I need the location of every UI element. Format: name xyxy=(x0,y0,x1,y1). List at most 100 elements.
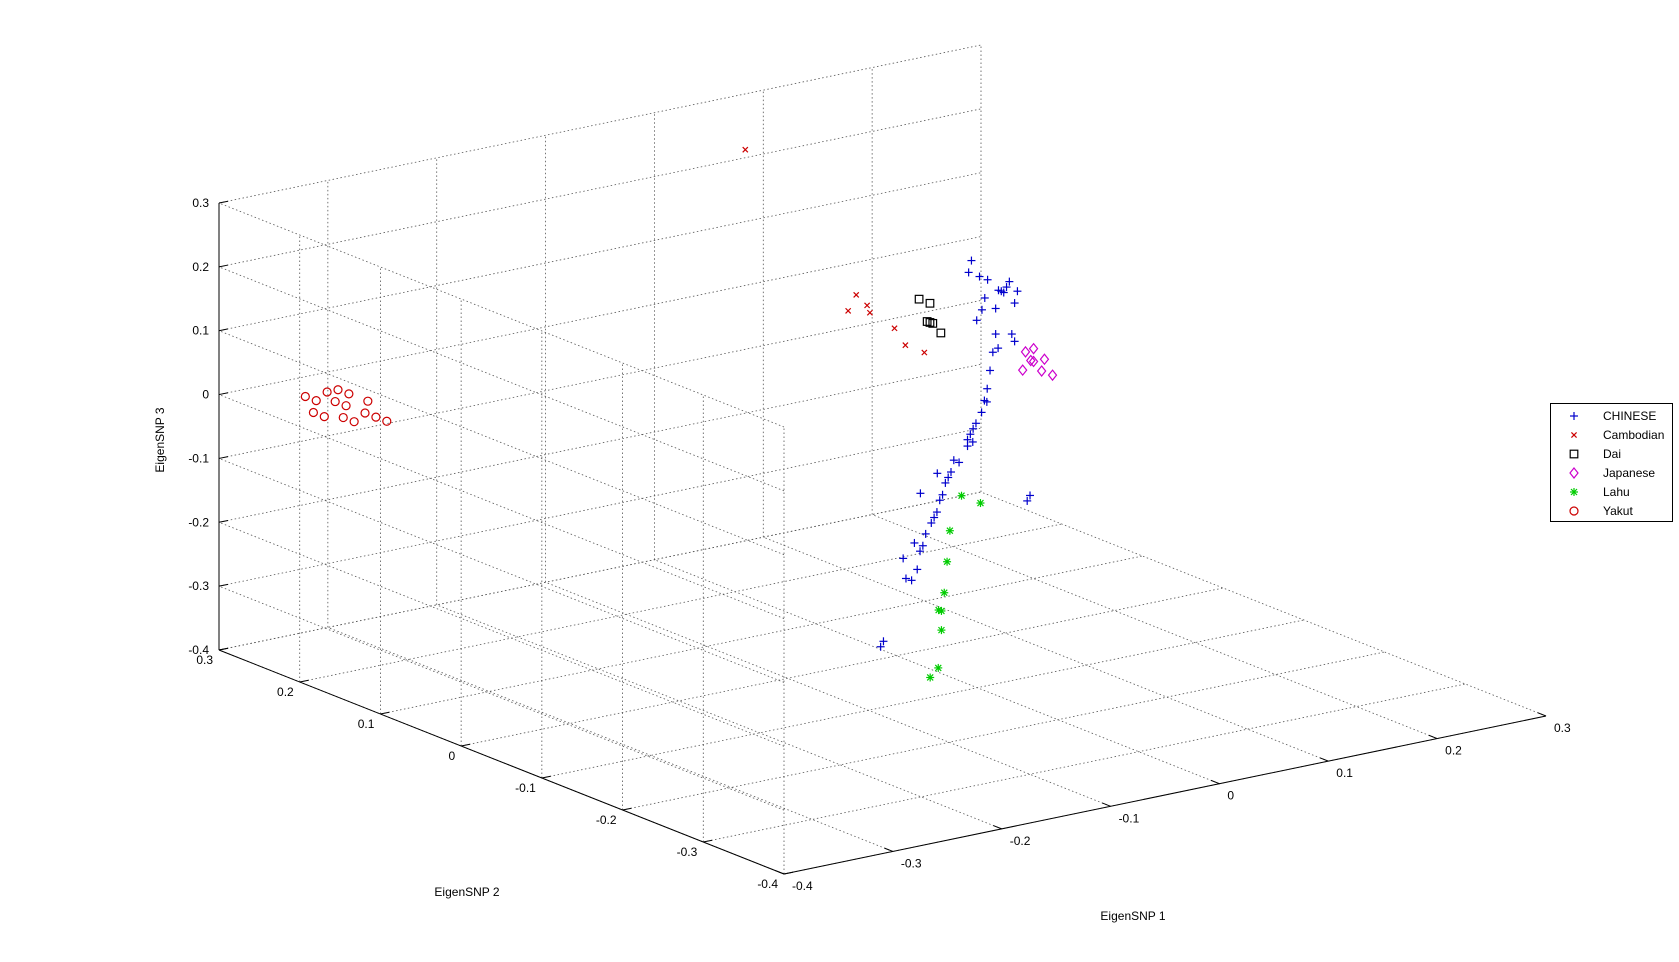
data-point xyxy=(349,417,359,427)
data-point xyxy=(866,309,873,316)
data-point xyxy=(918,541,927,550)
z-tick-label: 0 xyxy=(202,388,209,402)
data-point xyxy=(914,294,924,304)
legend-label: Lahu xyxy=(1603,485,1630,499)
data-point xyxy=(936,328,946,338)
side-wall-grid-line xyxy=(218,202,785,428)
x-tick-mark xyxy=(1102,802,1111,807)
legend-label: Cambodian xyxy=(1603,428,1665,442)
data-point xyxy=(975,272,984,281)
x-tick-mark xyxy=(775,870,785,875)
floor-grid-line xyxy=(436,604,1002,830)
z-tick-label: -0.1 xyxy=(188,451,209,465)
z-tick-mark xyxy=(218,392,229,396)
data-point xyxy=(311,396,321,406)
data-point xyxy=(322,387,332,397)
data-point xyxy=(945,526,954,535)
data-point xyxy=(1010,299,1019,308)
y-tick-label: 0.2 xyxy=(277,685,294,699)
data-point xyxy=(925,298,935,308)
data-point xyxy=(876,642,885,651)
data-point xyxy=(902,342,909,349)
data-point xyxy=(940,588,949,597)
floor-grid-line xyxy=(622,651,1385,811)
legend-label: Dai xyxy=(1603,447,1622,461)
y-tick-mark xyxy=(461,743,471,747)
asterisk-marker-icon xyxy=(1570,488,1578,496)
z-tick-label: -0.3 xyxy=(188,579,209,593)
x-tick-label: -0.2 xyxy=(1010,834,1031,848)
side-wall-grid-line xyxy=(218,266,785,492)
data-point xyxy=(928,318,938,328)
floor-grid-line xyxy=(545,581,1111,807)
y-tick-mark xyxy=(299,679,309,683)
z-tick-label: -0.4 xyxy=(188,643,209,657)
x-tick-mark xyxy=(1319,757,1329,762)
data-point xyxy=(966,430,975,439)
floor-grid-line xyxy=(871,514,1438,739)
z-axis-label: EigenSNP 3 xyxy=(153,407,167,472)
legend-label: Japanese xyxy=(1603,466,1656,480)
back-wall-grid-line xyxy=(218,44,982,204)
x-tick-mark xyxy=(1428,734,1438,740)
legend-marker xyxy=(1570,488,1578,496)
diamond-marker-icon xyxy=(1569,467,1579,479)
data-point xyxy=(308,407,319,418)
data-point xyxy=(991,330,1000,339)
legend-entry: Dai xyxy=(1551,445,1672,463)
z-tick-label: 0.1 xyxy=(192,324,209,338)
side-wall-grid-line xyxy=(218,394,785,619)
legend-marker xyxy=(1570,431,1578,439)
z-tick-mark xyxy=(218,583,229,587)
data-point xyxy=(964,268,973,277)
data-point xyxy=(922,317,932,326)
legend: CHINESE Cambodian Dai Japanese Lahu Yaku… xyxy=(1550,403,1673,522)
axis-layer xyxy=(218,203,1547,875)
data-point xyxy=(916,547,925,556)
data-point xyxy=(921,529,930,538)
legend-marker xyxy=(1569,506,1579,516)
z-tick-mark xyxy=(218,200,229,204)
z-tick-label: -0.2 xyxy=(188,515,209,529)
series-yakut xyxy=(300,385,392,427)
x-tick-label: 0.3 xyxy=(1554,721,1571,735)
floor-grid-line xyxy=(218,491,982,651)
data-point xyxy=(1028,355,1039,368)
series-dai xyxy=(914,294,946,338)
y-tick-mark xyxy=(380,711,390,715)
series-lahu xyxy=(926,491,985,682)
z-tick-label: 0.3 xyxy=(192,196,209,210)
data-point xyxy=(934,606,943,615)
data-point xyxy=(360,408,370,418)
data-point xyxy=(932,508,941,517)
floor-grid-line xyxy=(380,555,1143,715)
data-point xyxy=(933,469,942,478)
data-point xyxy=(907,576,916,585)
point-layer xyxy=(300,146,1058,682)
data-point xyxy=(913,565,922,574)
x-tick-label: 0.1 xyxy=(1336,766,1353,780)
y-tick-mark xyxy=(622,807,632,811)
data-point xyxy=(916,489,925,498)
side-wall-grid-line xyxy=(218,330,785,556)
data-point xyxy=(330,396,340,407)
y-tick-label: -0.4 xyxy=(757,877,778,891)
x-tick-mark xyxy=(1210,779,1220,785)
data-point xyxy=(988,348,997,357)
legend-marker xyxy=(1569,467,1579,479)
side-wall-grid-line xyxy=(218,585,785,811)
data-point xyxy=(382,416,392,426)
data-point xyxy=(947,468,955,477)
z-tick-mark xyxy=(218,264,229,268)
data-point xyxy=(968,437,977,446)
data-point xyxy=(910,538,919,547)
data-point xyxy=(943,557,952,566)
y-tick-mark xyxy=(541,775,551,779)
data-point xyxy=(371,412,381,422)
x-tick-mark xyxy=(993,825,1002,830)
x-tick-label: 0.2 xyxy=(1445,744,1462,758)
floor-grid-line xyxy=(299,523,1062,683)
x-tick-label: 0 xyxy=(1227,789,1234,803)
